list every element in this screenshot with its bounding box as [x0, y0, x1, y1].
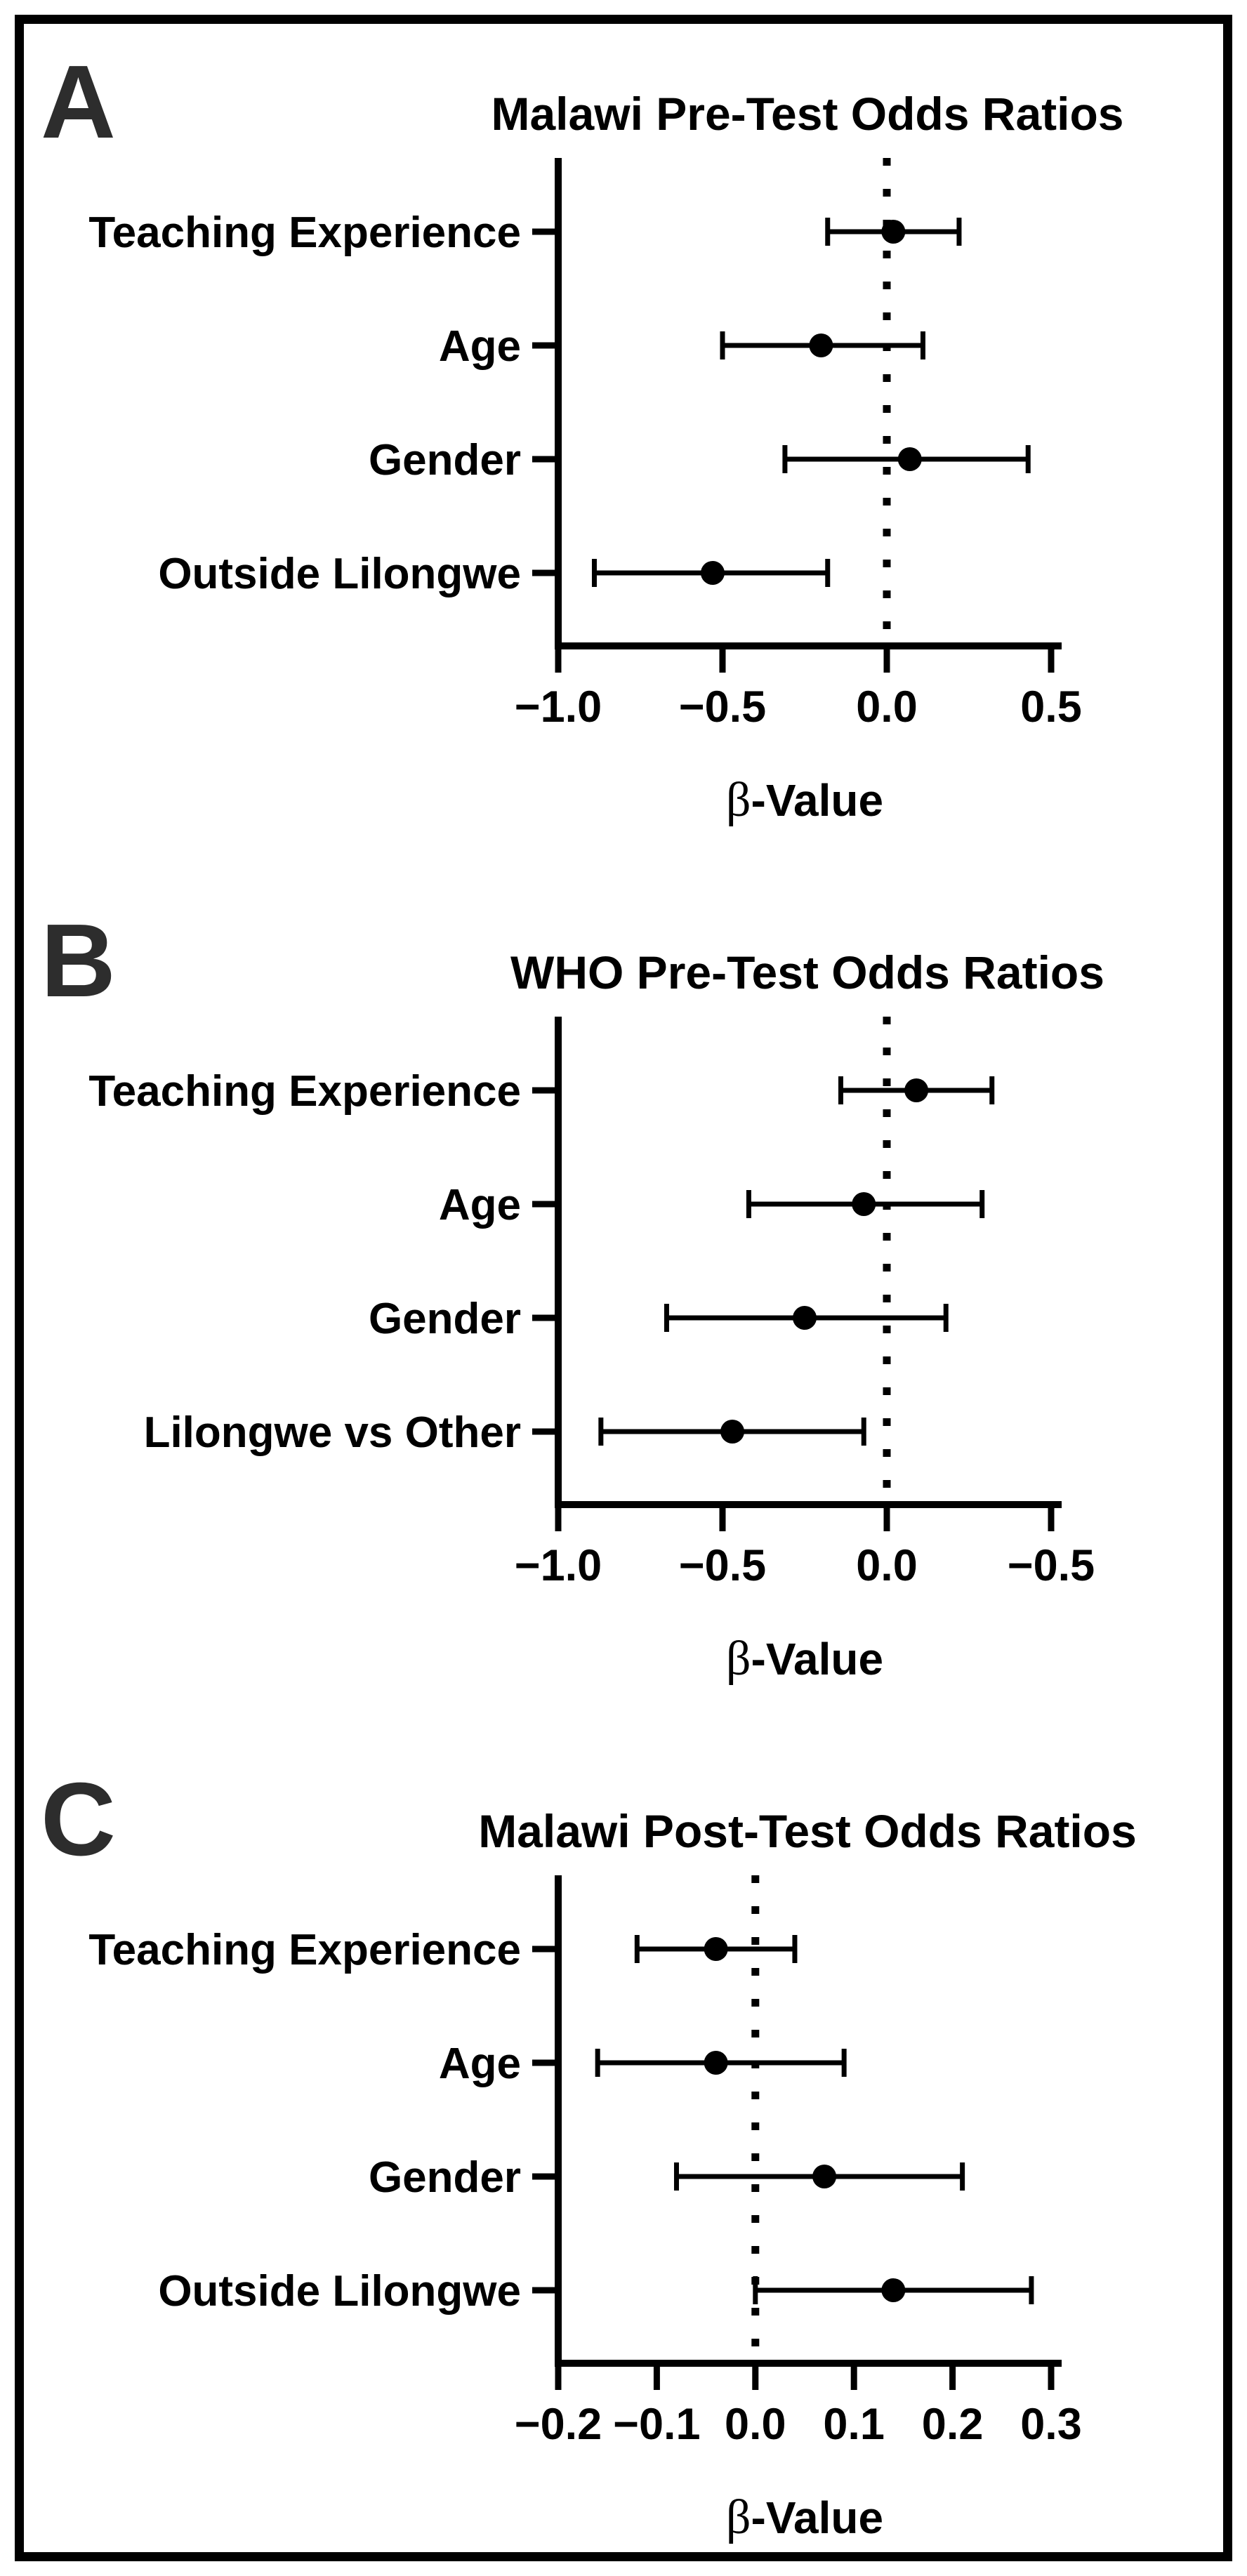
category-label: Gender [369, 436, 521, 484]
point-estimate-marker [720, 1420, 745, 1444]
x-tick-label: −0.5 [679, 682, 766, 732]
x-tick-label: −0.2 [515, 2400, 602, 2449]
category-label: Outside Lilongwe [158, 550, 521, 598]
category-label: Age [439, 2040, 521, 2088]
point-estimate-marker [904, 1078, 929, 1102]
point-estimate-marker [700, 561, 725, 585]
x-tick-label: 0.0 [856, 682, 918, 732]
point-estimate-marker [812, 2165, 837, 2188]
point-estimate-marker [897, 447, 922, 471]
x-tick-label: −1.0 [515, 682, 602, 732]
x-axis-label-b: β-Value [558, 1631, 1051, 1687]
x-tick-label: −0.5 [1008, 1541, 1095, 1590]
point-estimate-marker [881, 2278, 906, 2302]
x-tick-label: 0.3 [1020, 2400, 1082, 2449]
category-label: Teaching Experience [88, 1926, 521, 1974]
point-estimate-marker [704, 2051, 728, 2075]
forest-plot-a: −1.0 −0.5 0.0 0.5 Teaching Experience Age Gend… [88, 158, 1082, 732]
beta-symbol: β [725, 1632, 751, 1686]
panel-a: A Malawi Pre-Test Odds Ratios −1.0 −0.5 0.… [0, 0, 1247, 859]
x-axis-label-a: β-Value [558, 772, 1051, 828]
x-tick-label: −0.5 [679, 1541, 766, 1590]
point-estimate-marker [852, 1192, 876, 1216]
forest-plot-b: −1.0 −0.5 0.0 −0.5 Teaching Experience Age Gen… [88, 1017, 1095, 1590]
panel-title-a: Malawi Pre-Test Odds Ratios [491, 88, 1124, 140]
category-label: Teaching Experience [88, 1067, 521, 1116]
x-tick-label: −1.0 [515, 1541, 602, 1590]
category-label: Lilongwe vs Other [144, 1408, 521, 1457]
panel-letter-b: B [41, 903, 116, 1019]
forest-plot-c: −0.2 −0.1 0.0 0.1 0.2 0.3 Teaching Experience A… [88, 1875, 1082, 2449]
x-tick-label: 0.0 [725, 2400, 786, 2449]
x-axis-label-text: -Value [751, 1634, 884, 1684]
beta-symbol: β [725, 2490, 751, 2544]
x-tick-label: 0.2 [922, 2400, 984, 2449]
x-tick-label: 0.1 [823, 2400, 885, 2449]
point-estimate-marker [881, 220, 906, 244]
point-estimate-marker [704, 1937, 728, 1961]
x-axis-label-c: β-Value [558, 2490, 1051, 2546]
x-axis-label-text: -Value [751, 2492, 884, 2543]
panel-letter-c: C [41, 1762, 116, 1877]
category-label: Gender [369, 1295, 521, 1343]
x-tick-label: 0.5 [1020, 682, 1082, 732]
x-tick-label: 0.0 [856, 1541, 918, 1590]
x-tick-label: −0.1 [613, 2400, 700, 2449]
panel-letter-a: A [41, 44, 116, 160]
x-axis-label-text: -Value [751, 775, 884, 826]
panel-title-c: Malawi Post-Test Odds Ratios [478, 1805, 1137, 1857]
point-estimate-marker [793, 1306, 817, 1330]
panel-title-b: WHO Pre-Test Odds Ratios [510, 946, 1104, 998]
category-label: Age [439, 322, 521, 371]
category-label: Age [439, 1181, 521, 1229]
panel-b: B WHO Pre-Test Odds Ratios −1.0 −0.5 0.0 −0… [0, 859, 1247, 1717]
category-label: Gender [369, 2153, 521, 2202]
category-label: Teaching Experience [88, 209, 521, 257]
beta-symbol: β [725, 773, 751, 827]
panel-c: C Malawi Post-Test Odds Ratios −0.2 −0.1 0… [0, 1717, 1247, 2576]
category-label: Outside Lilongwe [158, 2267, 521, 2316]
point-estimate-marker [809, 333, 833, 357]
